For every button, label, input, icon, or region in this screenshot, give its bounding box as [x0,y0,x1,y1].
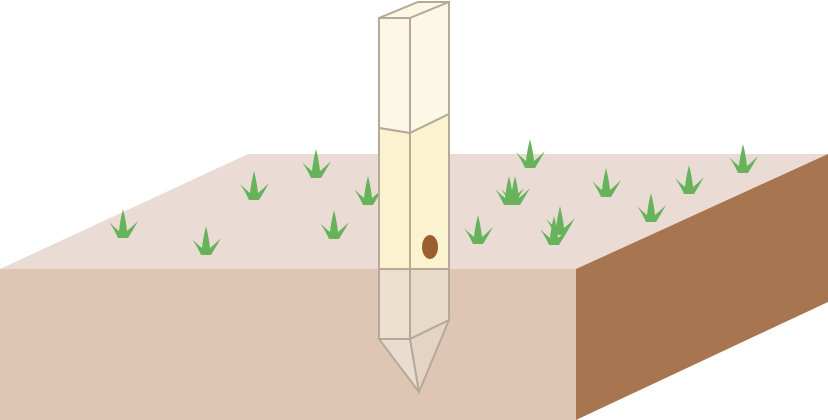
grass-tuft [729,144,758,173]
grass-tuft [240,171,269,200]
grass-tuft [675,165,704,194]
soil-side-face [576,154,828,420]
stake-underground-front [378,268,411,340]
grass-tuft [501,176,530,205]
grass-tuft [302,149,331,178]
stake-tip-right [408,317,451,396]
grass-tuft [546,206,575,235]
grass-tuft [592,168,621,197]
grass-tuft [192,226,221,255]
grass-tuft [516,139,545,168]
wooden-stake [376,0,451,396]
grass-tuft [109,209,138,238]
soil-front-face [0,269,576,420]
grass-tuft [464,215,493,244]
stake-upper-side [409,0,450,135]
grass-tuft [637,193,666,222]
grass-tuft [354,176,383,205]
grass-tuft [320,210,349,239]
stake-upper-front [378,17,411,135]
stake-knot [422,235,438,259]
stake-middle-front [378,126,411,270]
grass-layer [109,139,758,255]
